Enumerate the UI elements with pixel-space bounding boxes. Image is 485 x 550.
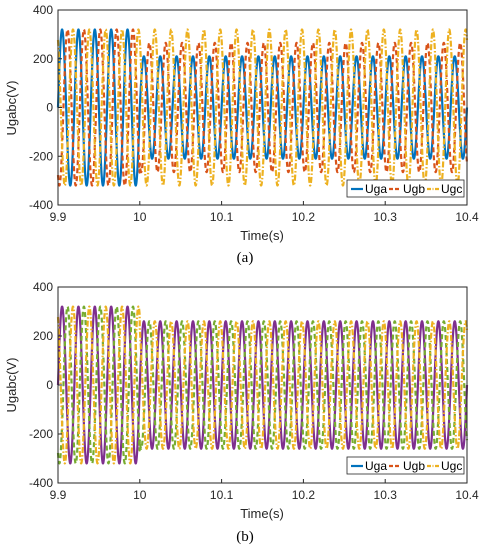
plot-lines-a (56, 28, 469, 187)
series-line-uga-a (56, 28, 469, 187)
y-tick-label: -200 (29, 427, 53, 441)
y-tick-label: 400 (33, 3, 53, 17)
y-axis-label-b: Ugabc(V) (4, 358, 19, 413)
x-axis-label-a: Time(s) (240, 228, 284, 243)
caption-b: (b) (236, 529, 254, 545)
y-tick-label: 200 (33, 52, 53, 66)
legend-label-ugb: Ugb (403, 459, 425, 473)
ticks-a: 9.9 10 10.1 10.2 10.3 10.4 400 200 0 -200 -400 (29, 3, 479, 224)
legend-label-uga: Uga (365, 182, 387, 196)
y-tick-label: 0 (46, 378, 53, 392)
y-tick-label: -200 (29, 149, 53, 163)
panel-b: 9.9 10 10.1 10.2 10.3 10.4 400 200 0 -200 -400 Tim… (4, 280, 479, 545)
series-line-ugb-b (56, 305, 469, 465)
series-line-ugc-a (56, 28, 469, 187)
x-tick-label: 10.3 (374, 210, 398, 224)
legend-label-ugb: Ugb (403, 182, 425, 196)
x-tick-label: 9.9 (50, 210, 67, 224)
x-tick-label: 10.2 (292, 210, 316, 224)
x-tick-label: 10.4 (455, 488, 479, 502)
legend-box (346, 456, 465, 475)
legend-label-ugc: Ugc (441, 182, 462, 196)
x-tick-label: 9.9 (50, 488, 67, 502)
x-tick-label: 10.4 (455, 210, 479, 224)
y-tick-label: -400 (29, 198, 53, 212)
series-line-ugb-a (56, 28, 469, 187)
legend-a: Uga Ugb Ugc (346, 179, 465, 198)
legend-box (346, 179, 465, 198)
series-line-uga-b (56, 305, 469, 465)
x-tick-label: 10.1 (210, 210, 234, 224)
caption-a: (a) (237, 250, 254, 266)
ticks-b: 9.9 10 10.1 10.2 10.3 10.4 400 200 0 -200 -400 (29, 280, 479, 502)
legend-label-uga: Uga (365, 459, 387, 473)
x-tick-label: 10 (133, 210, 147, 224)
legend-b: Uga Ugb Ugc (346, 456, 465, 475)
y-tick-label: 400 (33, 280, 53, 294)
y-tick-label: 200 (33, 329, 53, 343)
y-tick-label: -400 (29, 476, 53, 490)
x-tick-label: 10.2 (292, 488, 316, 502)
plot-lines-b (56, 305, 469, 465)
y-axis-label-a: Ugabc(V) (4, 81, 19, 136)
legend-label-ugc: Ugc (441, 459, 462, 473)
x-tick-label: 10 (133, 488, 147, 502)
x-tick-label: 10.3 (374, 488, 398, 502)
y-tick-label: 0 (46, 101, 53, 115)
x-tick-label: 10.1 (210, 488, 234, 502)
series-line-ugc-b (56, 305, 469, 465)
x-axis-label-b: Time(s) (240, 506, 284, 521)
panel-a: 9.9 10 10.1 10.2 10.3 10.4 400 200 0 -200 -400 Tim… (4, 3, 479, 266)
